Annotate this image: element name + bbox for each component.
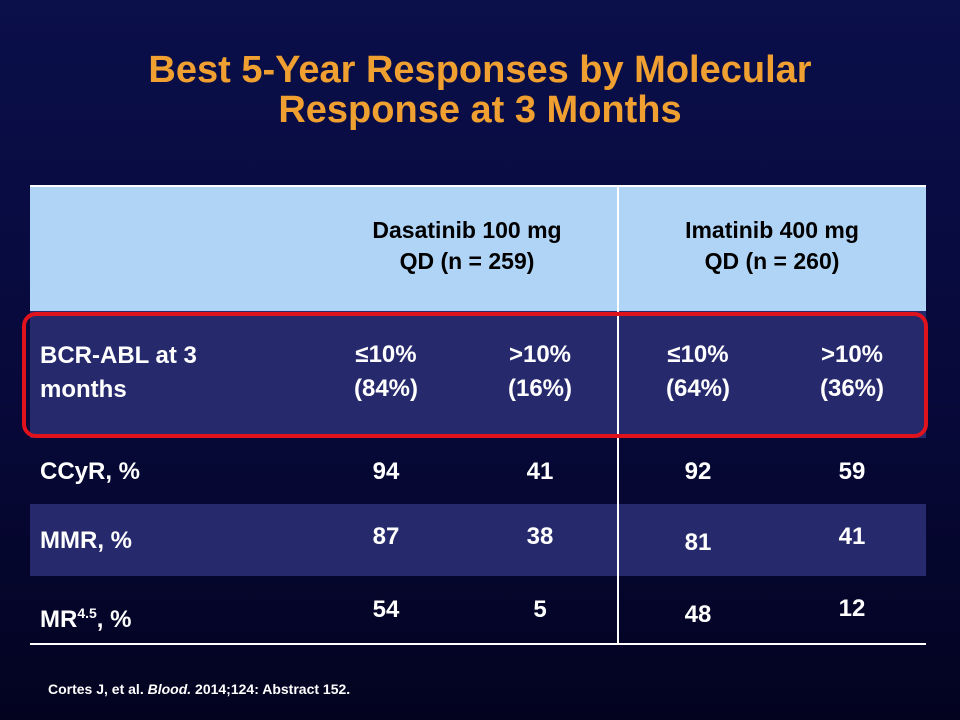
column-divider xyxy=(617,185,619,645)
bcr-abl-cell-3: ≤10% (64%) xyxy=(638,338,758,406)
mr45-cell-4: 12 xyxy=(838,595,866,622)
table-row-mmr: MMR, % 87 38 81 41 xyxy=(30,504,926,576)
table-row-ccyr: CCyR, % 94 41 92 59 xyxy=(30,438,926,504)
header-dasatinib-line2: QD (n = 259) xyxy=(399,248,535,274)
bcr-abl-highlight-box xyxy=(22,312,928,438)
mr45-label-suffix: , % xyxy=(96,606,132,633)
table-row-bcr-abl: BCR-ABL at 3 months ≤10% (84%) >10% (16%… xyxy=(30,311,926,438)
bcr-abl-cell-2-line2: (16%) xyxy=(507,375,573,402)
table-bottom-rule xyxy=(30,643,926,645)
bcr-abl-cell-4-line2: (36%) xyxy=(819,375,885,402)
header-dasatinib-line1: Dasatinib 100 mg xyxy=(372,217,562,243)
citation-footnote: Cortes J, et al. Blood. 2014;124: Abstra… xyxy=(48,681,350,697)
header-dasatinib: Dasatinib 100 mg QD (n = 259) xyxy=(317,215,617,277)
mmr-cell-2: 38 xyxy=(526,523,554,550)
header-imatinib-line1: Imatinib 400 mg xyxy=(685,217,859,243)
citation-journal: Blood. xyxy=(147,681,192,697)
bcr-abl-label: BCR-ABL at 3 months xyxy=(40,339,197,407)
slide-title-line1: Best 5-Year Responses by Molecular xyxy=(148,49,812,91)
mr45-label: MR4.5, % xyxy=(40,596,131,637)
bcr-abl-cell-2: >10% (16%) xyxy=(480,338,600,406)
bcr-abl-cell-1: ≤10% (84%) xyxy=(326,338,446,406)
ccyr-label: CCyR, % xyxy=(40,458,141,485)
header-imatinib: Imatinib 400 mg QD (n = 260) xyxy=(622,215,922,277)
bcr-abl-label-line2: months xyxy=(40,376,127,403)
slide-title-line2: Response at 3 Months xyxy=(278,89,682,131)
ccyr-cell-2: 41 xyxy=(526,458,554,485)
mr45-label-sup: 4.5 xyxy=(77,605,97,621)
mmr-cell-1: 87 xyxy=(372,523,400,550)
mmr-cell-4: 41 xyxy=(838,523,866,550)
mr45-cell-2: 5 xyxy=(533,596,547,623)
table-row-mr45: MR4.5, % 54 5 48 12 xyxy=(30,576,926,644)
citation-suffix: 2014;124: Abstract 152. xyxy=(191,681,351,697)
bcr-abl-cell-4-line1: >10% xyxy=(820,341,884,368)
table-header-row: Dasatinib 100 mg QD (n = 259) Imatinib 4… xyxy=(30,185,926,313)
ccyr-cell-4: 59 xyxy=(838,458,866,485)
mmr-label: MMR, % xyxy=(40,527,132,554)
bcr-abl-cell-4: >10% (36%) xyxy=(792,338,912,406)
mr45-cell-1: 54 xyxy=(372,596,400,623)
bcr-abl-label-line1: BCR-ABL at 3 xyxy=(40,342,197,369)
citation-prefix: Cortes J, et al. xyxy=(48,681,148,697)
mmr-cell-3: 81 xyxy=(684,529,712,556)
bcr-abl-cell-3-line1: ≤10% xyxy=(667,341,729,368)
slide-title: Best 5-Year Responses by Molecular Respo… xyxy=(0,50,960,130)
mr45-label-main: MR xyxy=(40,606,78,633)
ccyr-cell-1: 94 xyxy=(372,458,400,485)
bcr-abl-cell-3-line2: (64%) xyxy=(665,375,731,402)
response-table: Dasatinib 100 mg QD (n = 259) Imatinib 4… xyxy=(30,185,926,645)
ccyr-cell-3: 92 xyxy=(684,458,712,485)
bcr-abl-cell-2-line1: >10% xyxy=(508,341,572,368)
bcr-abl-cell-1-line1: ≤10% xyxy=(355,341,417,368)
bcr-abl-cell-1-line2: (84%) xyxy=(353,375,419,402)
header-imatinib-line2: QD (n = 260) xyxy=(704,248,840,274)
mr45-cell-3: 48 xyxy=(684,601,712,628)
